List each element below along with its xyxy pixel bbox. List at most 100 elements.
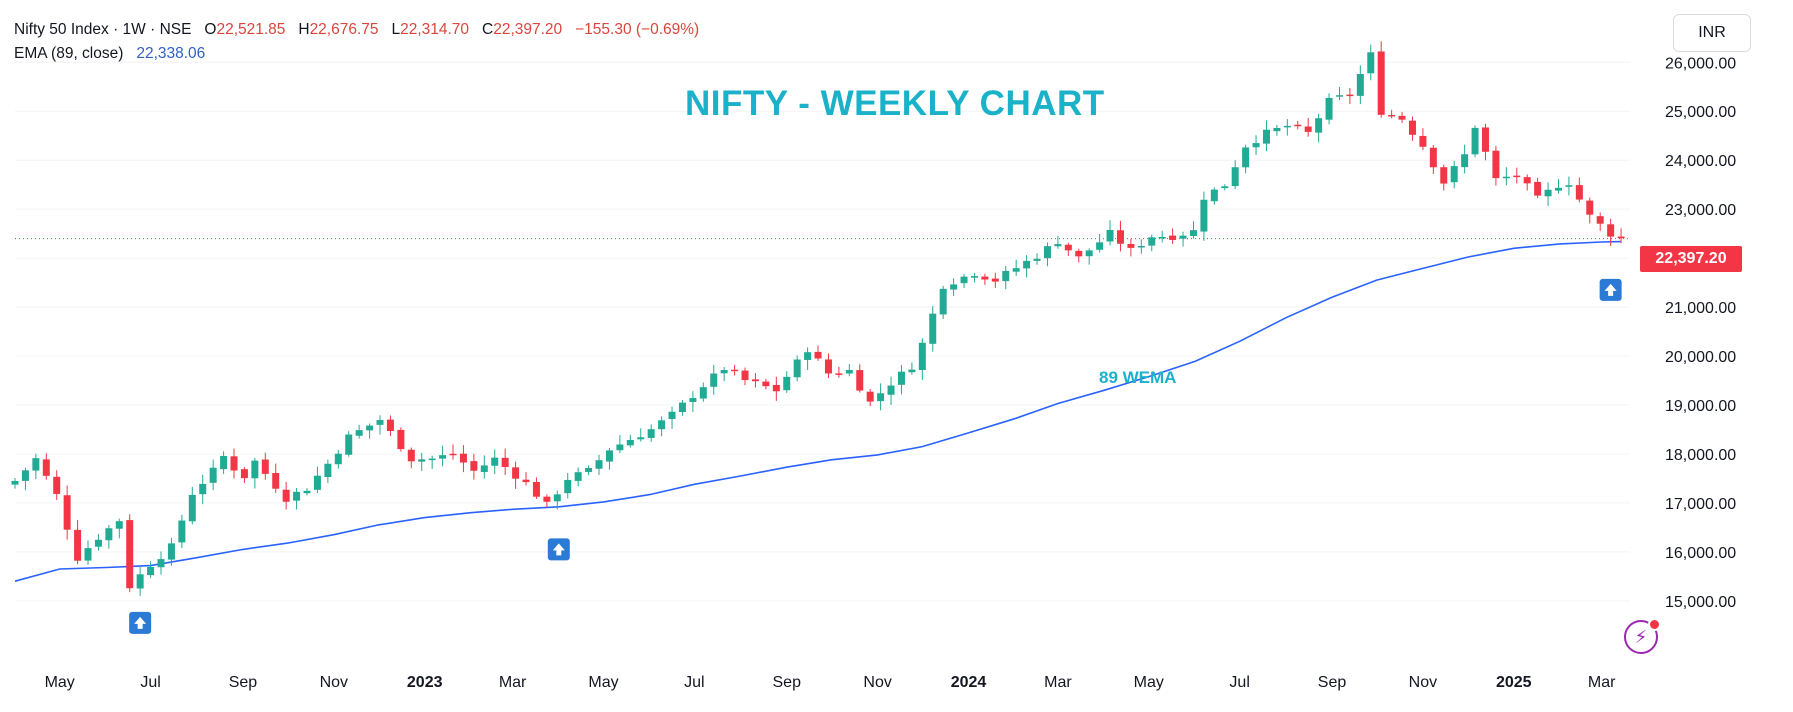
candle	[512, 461, 520, 489]
candle	[240, 467, 248, 484]
candle	[835, 366, 843, 378]
candle	[470, 453, 478, 480]
close-value: 22,397.20	[493, 21, 563, 38]
candle	[407, 447, 415, 469]
currency-button[interactable]: INR	[1673, 14, 1751, 52]
x-tick-label: Jul	[684, 674, 704, 691]
candle	[1179, 231, 1187, 247]
candle	[230, 448, 238, 479]
x-tick-label: Jul	[140, 674, 160, 691]
notification-dot-icon	[1648, 618, 1661, 631]
candle	[960, 273, 968, 289]
candle	[877, 383, 885, 411]
candle	[1377, 41, 1385, 118]
candle	[1335, 86, 1343, 101]
buy-signal-arrow-icon[interactable]	[1599, 278, 1622, 301]
candle	[1502, 167, 1510, 186]
high-value: 22,676.75	[309, 21, 379, 38]
candle	[188, 486, 196, 525]
candle	[543, 494, 551, 507]
candle	[678, 399, 686, 416]
candle	[1012, 259, 1020, 276]
low-value: 22,314.70	[400, 21, 470, 38]
candle	[1210, 187, 1218, 205]
candle	[824, 353, 832, 378]
candle	[313, 466, 321, 494]
candle	[32, 453, 40, 480]
candle	[1294, 120, 1302, 130]
candle	[1575, 177, 1583, 203]
candle	[1064, 242, 1072, 257]
candle	[355, 424, 363, 439]
candle	[1043, 242, 1051, 267]
candle	[272, 463, 280, 493]
candle	[1471, 125, 1479, 158]
candle	[1096, 234, 1104, 253]
y-tick-label: 21,000.00	[1665, 300, 1736, 317]
candle	[845, 363, 853, 377]
ema-row[interactable]: EMA (89, close) 22,338.06	[14, 42, 699, 66]
candle	[1513, 167, 1521, 184]
buy-signal-arrow-icon[interactable]	[129, 611, 152, 634]
candle	[856, 364, 864, 393]
candle	[595, 454, 603, 475]
candle	[741, 367, 749, 386]
candle	[21, 467, 29, 491]
x-axis[interactable]: May Jul Sep Nov 2023 Mar May Jul Sep Nov 2024 Mar Ma…	[45, 674, 1617, 691]
candle	[147, 561, 155, 578]
y-tick-label: 23,000.00	[1665, 202, 1736, 219]
ema-line	[14, 240, 1622, 582]
candle	[126, 514, 134, 593]
candle	[939, 285, 947, 320]
candle	[1419, 128, 1427, 151]
candle	[293, 487, 301, 510]
candle	[1544, 182, 1552, 206]
candle	[1262, 120, 1270, 152]
candle	[1189, 221, 1197, 239]
y-axis[interactable]: 15,000.00 16,000.00 17,000.00 18,000.00 19,0…	[1665, 55, 1736, 611]
candle	[918, 338, 926, 380]
y-tick-label: 25,000.00	[1665, 104, 1736, 121]
candle	[1461, 144, 1469, 174]
x-tick-label: Mar	[499, 674, 527, 691]
bolt-icon[interactable]: ⚡	[1624, 620, 1658, 654]
x-tick-label: 2024	[951, 674, 987, 691]
x-tick-label: Sep	[1318, 674, 1347, 691]
candle	[261, 452, 269, 480]
candle	[1607, 218, 1615, 247]
candle	[105, 525, 113, 549]
candle	[887, 376, 895, 405]
x-tick-label: 2025	[1496, 674, 1532, 691]
candle	[981, 273, 989, 285]
candle	[63, 485, 71, 540]
candle	[1315, 113, 1323, 143]
candle	[637, 428, 645, 442]
candle	[605, 447, 613, 470]
candle	[564, 473, 572, 499]
candle	[84, 540, 92, 565]
candle	[1106, 220, 1114, 246]
candle	[1481, 123, 1489, 161]
candle	[1252, 135, 1260, 155]
symbol-label[interactable]: Nifty 50 Index · 1W · NSE	[14, 21, 192, 38]
candle	[1283, 119, 1291, 136]
candle	[1304, 117, 1312, 137]
buy-signal-arrow-icon[interactable]	[547, 538, 570, 561]
candle	[1002, 266, 1010, 290]
candle	[1388, 109, 1396, 119]
candle	[376, 415, 384, 435]
candle	[897, 364, 905, 395]
candle	[1200, 191, 1208, 241]
y-tick-label: 16,000.00	[1665, 545, 1736, 562]
high-label: H	[298, 21, 310, 38]
candle	[1137, 239, 1145, 254]
y-tick-label: 18,000.00	[1665, 447, 1736, 464]
candle	[720, 366, 728, 382]
candle	[762, 378, 770, 390]
x-tick-label: Jul	[1229, 674, 1249, 691]
candle	[74, 519, 82, 565]
candle	[814, 345, 822, 361]
x-tick-label: May	[588, 674, 618, 691]
